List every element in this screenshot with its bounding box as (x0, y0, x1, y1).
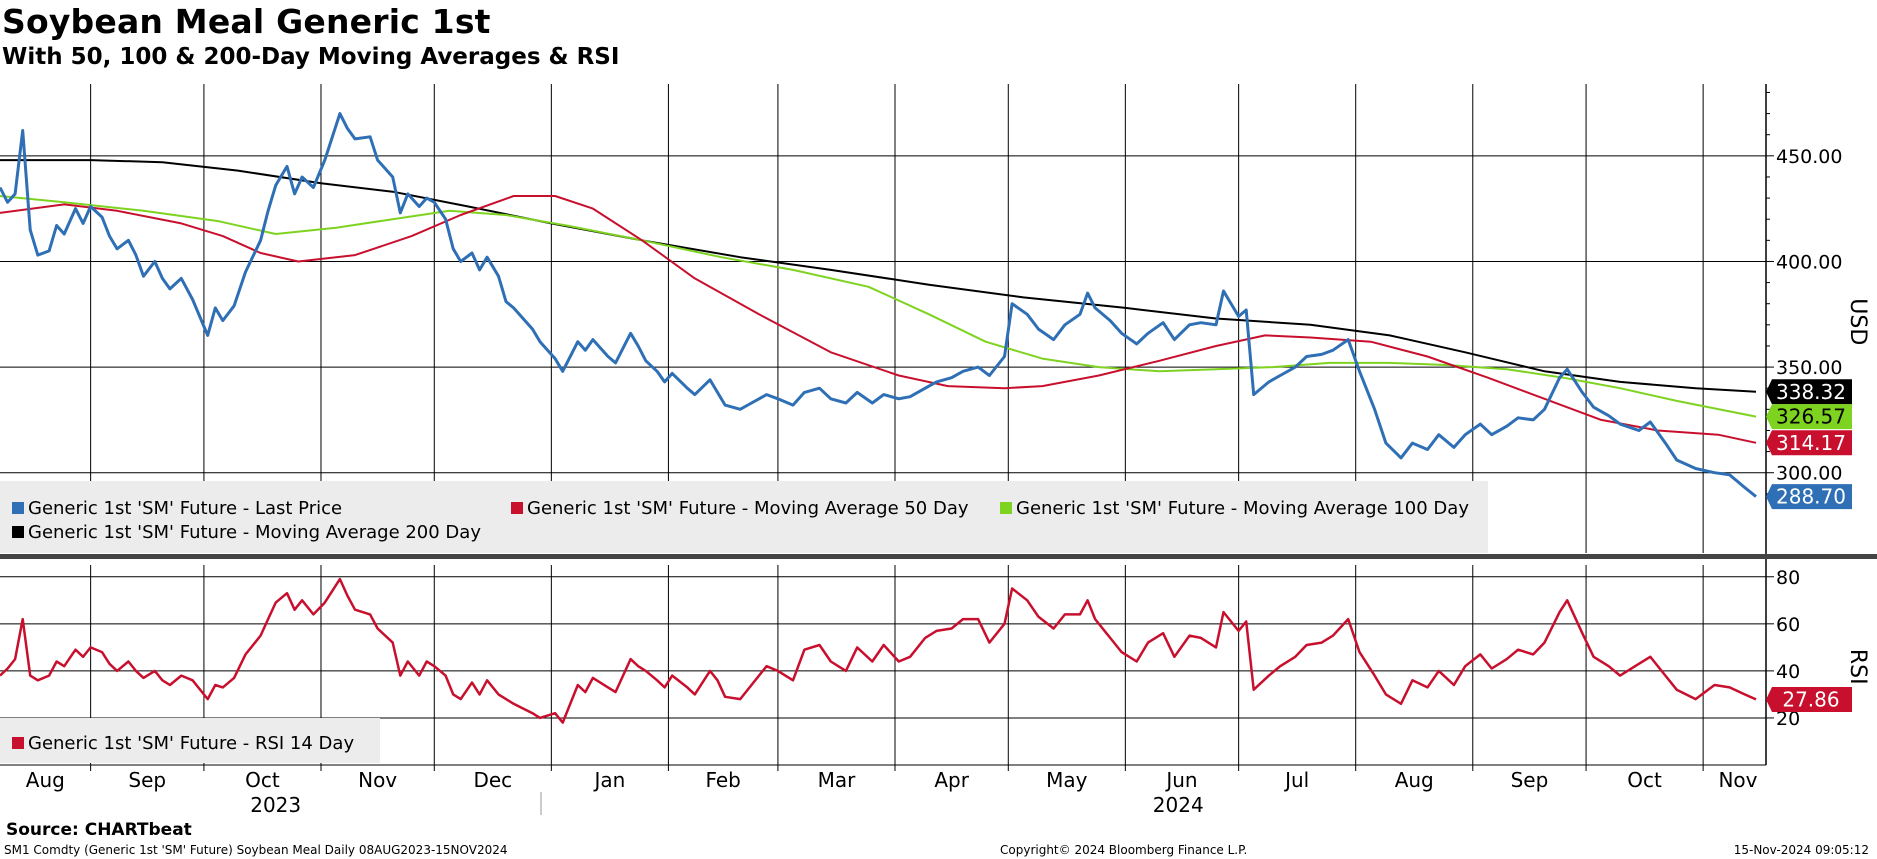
legend-label: Generic 1st 'SM' Future - Moving Average… (28, 522, 481, 543)
x-tick-label: Jun (1164, 768, 1197, 792)
series-line-ma100 (0, 195, 1757, 418)
x-year-label: 2024 (1153, 793, 1204, 817)
y-tick-label: 350.00 (1776, 357, 1842, 379)
x-tick-label: Aug (1395, 768, 1434, 792)
series-lines (0, 112, 1757, 724)
legend-backgrounds (0, 481, 1488, 763)
source-note: Source: CHARTbeat (6, 820, 192, 840)
last-value-label: 326.57 (1776, 405, 1846, 429)
x-tick-label: Mar (818, 768, 857, 792)
legend-label: Generic 1st 'SM' Future - RSI 14 Day (28, 733, 354, 754)
chart-subtitle: With 50, 100 & 200-Day Moving Averages &… (2, 44, 620, 70)
legends: Generic 1st 'SM' Future - Last Price Gene… (12, 498, 1469, 754)
x-tick-label: Jul (1283, 768, 1309, 792)
x-tick-label: Oct (245, 768, 280, 792)
x-tick-label: Sep (1511, 768, 1549, 792)
last-value-tag (1766, 484, 1852, 510)
x-year-label: 2023 (250, 793, 301, 817)
x-tick-label: Feb (705, 768, 740, 792)
last-value-label: 288.70 (1776, 485, 1846, 509)
chart-frame (0, 84, 1877, 815)
y-tick-label: 80 (1776, 567, 1800, 589)
x-tick-label: Jan (592, 768, 625, 792)
series-line-price (0, 112, 1757, 498)
x-tick-label: Sep (128, 768, 166, 792)
footer-description: SM1 Comdty (Generic 1st 'SM' Future) Soy… (4, 843, 508, 857)
axis-ticks (90, 91, 1774, 771)
series-line-rsi (0, 577, 1757, 724)
last-value-tag (1766, 404, 1852, 430)
x-tick-label: Dec (473, 768, 512, 792)
y-tick-label: 450.00 (1776, 146, 1842, 168)
legend-swatch (12, 526, 24, 538)
x-tick-label: Nov (1718, 768, 1757, 792)
legend-label: Generic 1st 'SM' Future - Moving Average… (1016, 498, 1469, 519)
footer-timestamp: 15-Nov-2024 09:05:12 (1733, 843, 1869, 857)
legend-label: Generic 1st 'SM' Future - Moving Average… (527, 498, 969, 519)
chart-title: Soybean Meal Generic 1st (2, 2, 491, 41)
last-value-tag (1766, 686, 1852, 712)
panel-divider (0, 554, 1877, 559)
x-tick-label: Oct (1627, 768, 1662, 792)
legend-swatch (12, 737, 24, 749)
y-tick-label: 60 (1776, 614, 1800, 636)
legend-swatch (511, 502, 523, 514)
legend-label: Generic 1st 'SM' Future - Last Price (28, 498, 342, 519)
last-value-label: 314.17 (1776, 431, 1846, 455)
footer-copyright: Copyright© 2024 Bloomberg Finance L.P. (1000, 843, 1248, 857)
x-tick-label: Nov (358, 768, 397, 792)
x-tick-label: May (1046, 768, 1088, 792)
last-value-tag (1766, 430, 1852, 456)
last-value-label: 27.86 (1782, 687, 1839, 711)
last-value-label: 338.32 (1776, 380, 1846, 404)
y-axis-title: USD (1845, 298, 1870, 345)
legend-box (0, 718, 380, 763)
x-tick-label: Apr (934, 768, 969, 792)
legend-swatch (12, 502, 24, 514)
series-line-ma50 (0, 195, 1757, 444)
legend-swatch (1000, 502, 1012, 514)
y-tick-label: 40 (1776, 661, 1800, 683)
y-tick-label: 400.00 (1776, 251, 1842, 273)
legend-box (0, 481, 1488, 553)
series-line-ma200 (0, 159, 1757, 393)
axis-labels: 300.00 350.00 400.00 450.00 20 40 60 80 USD RSI Au… (26, 146, 1870, 817)
x-tick-label: Aug (26, 768, 65, 792)
y-axis-title: RSI (1845, 649, 1870, 685)
y-tick-label: 20 (1776, 708, 1800, 730)
last-value-tag (1766, 379, 1852, 405)
y-tick-label: 300.00 (1776, 463, 1842, 485)
